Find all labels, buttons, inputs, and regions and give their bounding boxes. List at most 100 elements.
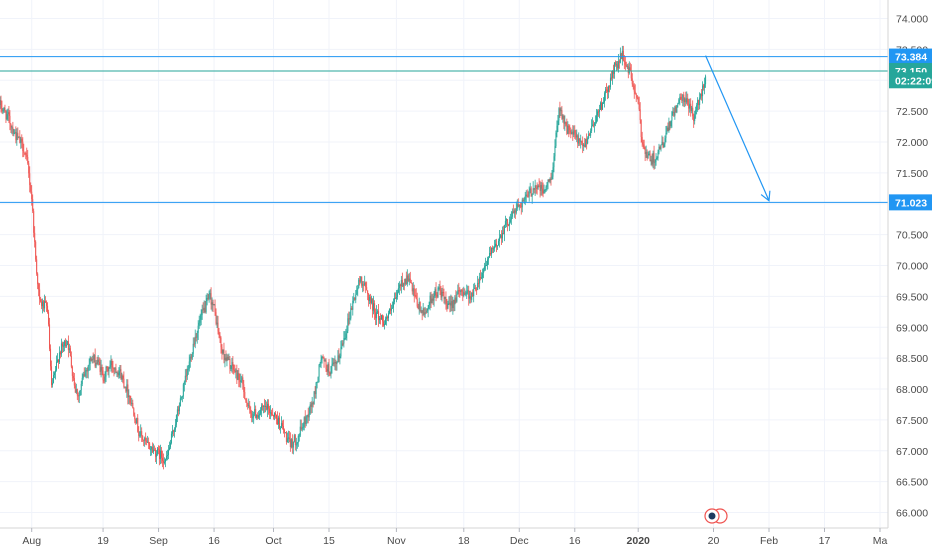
candle-body xyxy=(268,403,270,409)
candle-body xyxy=(507,224,509,226)
candle-body xyxy=(425,312,427,314)
candle-body xyxy=(175,415,177,425)
candle-body xyxy=(473,289,475,297)
candle-body xyxy=(343,338,345,344)
candle-body xyxy=(564,121,566,124)
candle-body xyxy=(227,356,229,360)
candle-body xyxy=(330,366,332,375)
price-tick-label: 72.000 xyxy=(896,137,928,149)
candle-body xyxy=(361,276,363,286)
candle-body xyxy=(103,380,105,382)
candle-body xyxy=(76,389,78,396)
candle-body xyxy=(599,109,601,112)
projection-arrow-line[interactable] xyxy=(705,55,770,201)
candle-body xyxy=(263,405,265,407)
candle-body xyxy=(68,348,70,351)
candle-body xyxy=(141,431,143,436)
candle-body xyxy=(189,356,191,362)
candle-body xyxy=(702,85,704,97)
candle-body xyxy=(47,305,49,313)
candle-body xyxy=(232,362,234,370)
candle-body xyxy=(56,359,58,362)
candle-body xyxy=(426,310,428,313)
candle-body xyxy=(283,429,285,433)
time-tick-label: Sep xyxy=(149,535,168,547)
candle-body xyxy=(114,368,116,370)
candle-body xyxy=(60,343,62,355)
candle-body xyxy=(627,65,629,74)
candle-body xyxy=(221,347,223,354)
candle-body xyxy=(420,310,422,312)
candle-body xyxy=(96,362,98,364)
candle-body xyxy=(447,303,449,309)
candle-body xyxy=(274,413,276,415)
candle-body xyxy=(539,187,541,191)
candle-body xyxy=(181,396,183,398)
candle-body xyxy=(611,70,613,78)
candle-body xyxy=(641,136,643,143)
candle-body xyxy=(324,360,326,362)
price-tick-label: 67.000 xyxy=(896,446,928,458)
candle-body xyxy=(538,185,540,188)
candle-body xyxy=(182,384,184,397)
candle-body xyxy=(680,96,682,100)
candle-body xyxy=(224,357,226,360)
candle-body xyxy=(322,356,324,358)
candle-body xyxy=(205,301,207,313)
candle-body xyxy=(685,98,687,103)
candle-body xyxy=(202,309,204,311)
candle-body xyxy=(585,138,587,148)
candle-body xyxy=(179,398,181,407)
candle-body xyxy=(238,373,240,381)
candle-body xyxy=(544,190,546,192)
candle-body xyxy=(20,138,22,143)
candle-body xyxy=(50,348,52,367)
candle-body xyxy=(378,311,380,321)
time-axis-background xyxy=(0,528,932,550)
candle-body xyxy=(580,140,582,142)
candle-body xyxy=(649,153,651,162)
candle-body xyxy=(542,188,544,194)
candle-body xyxy=(686,98,688,103)
candle-body xyxy=(655,158,657,162)
candle-body xyxy=(15,132,17,141)
candle-body xyxy=(362,284,364,286)
candle-body xyxy=(633,85,635,92)
candle-body xyxy=(79,390,81,396)
events-icon[interactable] xyxy=(704,508,728,524)
candle-body xyxy=(229,358,231,369)
time-axis[interactable]: Aug 19 Sep 16 Oct 15 Nov 18 Dec 16 2020 20 Feb 17 Ma xyxy=(22,528,887,547)
candle-body xyxy=(642,142,644,145)
candle-body xyxy=(234,371,236,373)
horizontal-levels xyxy=(0,56,888,203)
candle-body xyxy=(471,292,473,300)
candle-body xyxy=(411,283,413,292)
candle-body xyxy=(635,93,637,96)
candle-body xyxy=(178,406,180,412)
price-tick-label: 68.000 xyxy=(896,384,928,396)
candle-body xyxy=(21,138,23,142)
candle-body xyxy=(600,102,602,110)
candle-body xyxy=(147,441,149,443)
candle-body xyxy=(218,331,220,335)
candle-body xyxy=(634,91,636,94)
candle-body xyxy=(41,301,43,307)
candle-body xyxy=(89,357,91,364)
candle-body xyxy=(173,429,175,432)
candle-body xyxy=(678,99,680,104)
candle-body xyxy=(618,61,620,63)
projection-arrow xyxy=(705,55,771,202)
candle-body xyxy=(162,457,164,461)
candle-body xyxy=(339,356,341,359)
candle-body xyxy=(525,194,527,197)
candle-body xyxy=(586,138,588,144)
candle-body xyxy=(303,417,305,427)
candle-body xyxy=(593,124,595,126)
candle-body xyxy=(445,296,447,304)
candle-body xyxy=(302,426,304,429)
candle-body xyxy=(574,130,576,133)
candle-body xyxy=(136,417,138,424)
candle-body xyxy=(25,153,27,155)
candle-body xyxy=(646,151,648,159)
candle-body xyxy=(595,122,597,124)
